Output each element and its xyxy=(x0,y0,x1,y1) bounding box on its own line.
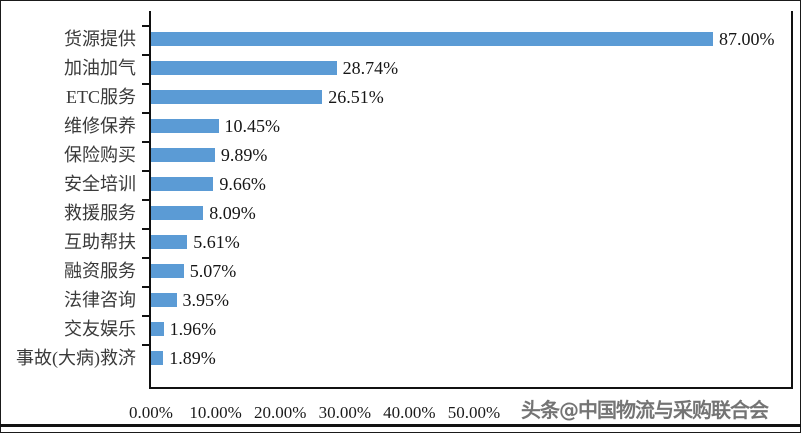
bar-row: 安全培训 9.66% xyxy=(64,170,793,199)
bar-value-label: 5.07% xyxy=(189,261,237,281)
bar-value-label: 3.95% xyxy=(182,290,230,310)
y-axis-tick xyxy=(142,54,149,56)
plot-right-border xyxy=(791,11,793,389)
bar xyxy=(151,322,164,336)
category-label: 融资服务 xyxy=(64,261,136,281)
bar-value-label: 87.00% xyxy=(719,29,775,49)
bar-row: 维修保养 10.45% xyxy=(64,112,793,141)
bar-row: 货源提供 87.00% xyxy=(64,25,793,54)
bar xyxy=(151,119,219,133)
bar xyxy=(151,351,164,365)
x-axis-tick-label: 0.00% xyxy=(129,403,173,422)
bar-value-label: 5.61% xyxy=(193,232,240,252)
category-label: 交友娱乐 xyxy=(64,319,136,339)
x-axis-tick-label: 10.00% xyxy=(189,403,242,422)
bottom-rule xyxy=(0,424,801,427)
x-axis-tick-label: 50.00% xyxy=(447,403,501,422)
bar-value-label: 26.51% xyxy=(328,87,384,107)
bar-row: 融资服务 5.07% xyxy=(64,257,793,286)
y-axis-tick xyxy=(142,315,149,317)
category-label: 加油加气 xyxy=(64,58,136,78)
category-label: 安全培训 xyxy=(64,174,136,194)
bar xyxy=(151,235,188,249)
bar-row: 互助帮扶 5.61% xyxy=(64,228,793,257)
x-axis-tick-label: 20.00% xyxy=(253,403,307,422)
bar xyxy=(151,177,214,191)
y-axis-tick xyxy=(142,228,149,230)
bar-row: 保险购买 9.89% xyxy=(64,141,793,170)
category-label: 货源提供 xyxy=(64,29,136,49)
x-axis-line xyxy=(149,387,793,389)
bar xyxy=(151,61,337,75)
bar-value-label: 10.45% xyxy=(224,116,281,136)
bar xyxy=(151,148,215,162)
bar-value-label: 8.09% xyxy=(209,203,256,223)
bar-value-label: 1.89% xyxy=(169,348,216,368)
bar xyxy=(151,90,323,104)
x-axis-tick-label: 30.00% xyxy=(318,403,372,422)
category-label: ETC服务 xyxy=(66,87,136,107)
bar xyxy=(151,32,714,46)
y-axis-tick xyxy=(142,344,149,346)
y-axis-tick xyxy=(142,83,149,85)
y-axis-tick xyxy=(142,170,149,172)
category-label: 事故(大病)救济 xyxy=(16,348,136,368)
y-axis-tick xyxy=(142,286,149,288)
bar-value-label: 9.66% xyxy=(219,174,266,194)
bar xyxy=(151,293,177,307)
y-axis-tick xyxy=(142,112,149,114)
category-label: 互助帮扶 xyxy=(64,232,136,252)
category-label: 救援服务 xyxy=(64,203,136,223)
bar-row: 法律咨询 3.95% xyxy=(64,286,793,315)
category-label: 法律咨询 xyxy=(64,290,136,310)
bar-value-label: 1.96% xyxy=(169,319,217,339)
bar-row: 交友娱乐 1.96% xyxy=(64,315,793,344)
bar-row: 加油加气 28.74% xyxy=(64,54,793,83)
bar-row: ETC服务 26.51% xyxy=(66,83,793,112)
bar-row: 救援服务 8.09% xyxy=(64,199,793,228)
bar-value-label: 28.74% xyxy=(342,58,399,78)
plot-area: 货源提供 87.00% 加油加气 28.74% ETC服务 26.51% 维修保养 10.45… xyxy=(16,11,793,422)
bar-row: 事故(大病)救济 1.89% xyxy=(16,344,793,373)
y-axis-tick xyxy=(142,257,149,259)
bar xyxy=(151,206,204,220)
y-axis-line xyxy=(149,11,151,389)
category-label: 维修保养 xyxy=(64,116,136,136)
y-axis-tick xyxy=(142,141,149,143)
bar xyxy=(151,264,184,278)
y-axis-tick xyxy=(142,199,149,201)
bar-value-label: 9.89% xyxy=(220,145,268,165)
watermark-text: 头条@中国物流与采购联合会 xyxy=(521,398,769,422)
y-axis-tick xyxy=(142,25,149,27)
category-label: 保险购买 xyxy=(64,145,136,165)
x-axis-tick-label: 40.00% xyxy=(383,403,436,422)
